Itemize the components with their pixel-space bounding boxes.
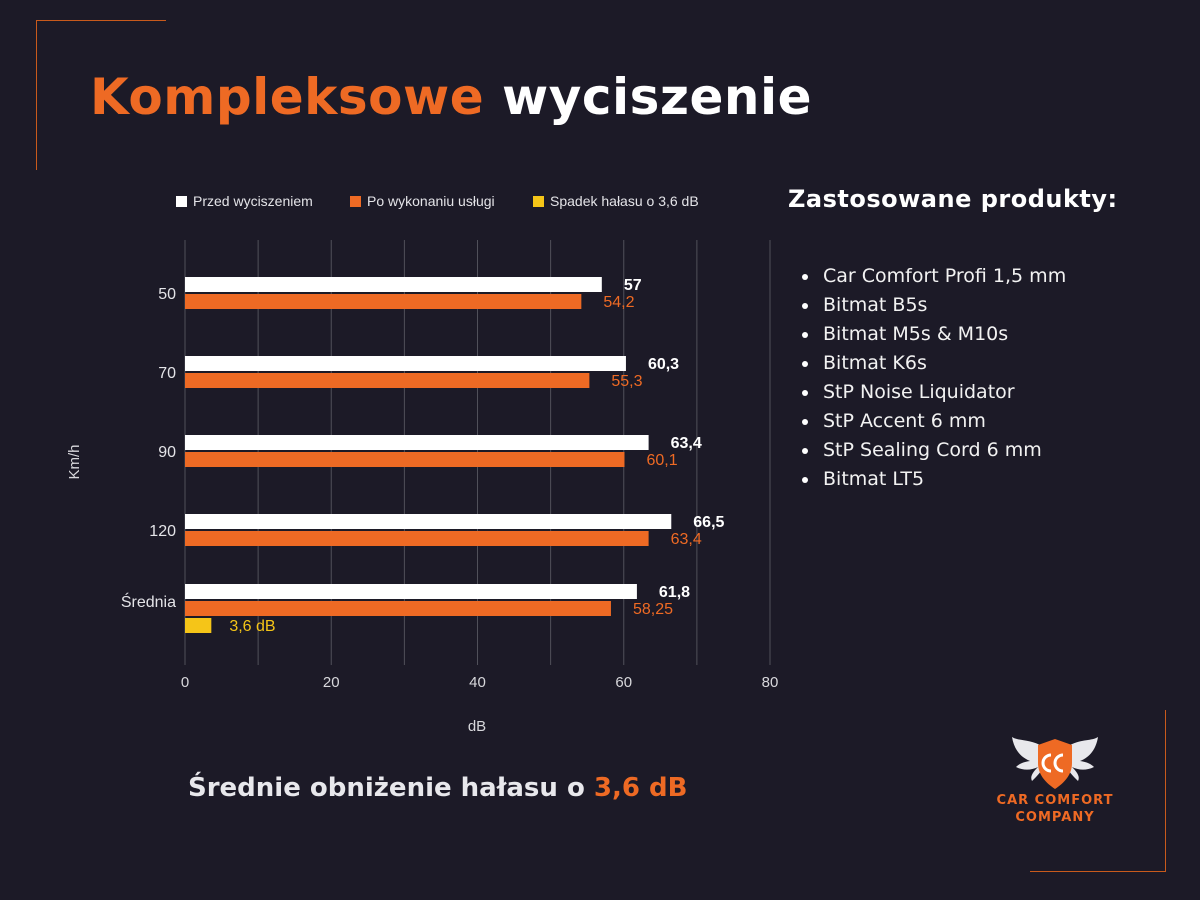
data-label: 55,3 [611,373,642,390]
data-label: 60,3 [648,356,679,373]
y-category-label: 120 [149,523,176,540]
x-tick-label: 0 [181,674,189,691]
noise-bar-chart: 0 20 40 60 80 dB Km/h Przed wyciszeniem Po wykon… [66,193,779,735]
y-axis-title: Km/h [66,444,83,479]
product-item: StP Sealing Cord 6 mm [800,436,1066,465]
legend-entry: Przed wyciszeniem [193,193,313,209]
x-axis-title: dB [468,718,486,735]
product-item: StP Accent 6 mm [800,407,1066,436]
frame-corner-top-left [36,20,166,21]
summary-text: Średnie obniżenie hałasu o 3,6 dB [188,773,687,803]
x-tick-label: 20 [323,674,340,691]
data-label: 54,2 [603,294,634,311]
y-category-label: 70 [158,365,176,382]
bar [185,373,590,388]
bar [185,356,626,371]
legend-entry: Spadek hałasu o 3,6 dB [550,193,699,209]
summary-highlight: 3,6 dB [593,773,688,803]
data-label: 61,8 [659,584,690,601]
company-logo: CAR COMFORT COMPANY [975,735,1135,835]
bar [185,531,649,546]
legend-swatch [350,196,361,207]
data-label: 66,5 [693,514,724,531]
data-label: 63,4 [671,531,702,548]
y-category-label: 90 [158,444,176,461]
bar [185,452,625,467]
bar [185,277,602,292]
data-label: 60,1 [646,452,677,469]
winged-cc-shield-icon [1012,737,1098,789]
bar [185,584,637,599]
logo-text-line1: CAR COMFORT [996,793,1114,808]
product-item: Car Comfort Profi 1,5 mm [800,262,1066,291]
legend-entry: Po wykonaniu usługi [367,193,495,209]
y-category-label: Średnia [121,592,176,611]
bar [185,294,582,309]
legend-swatch [176,196,187,207]
data-label: 57 [624,277,642,294]
y-category-label: 50 [158,286,176,303]
product-item: Bitmat B5s [800,291,1066,320]
data-label: 58,25 [633,601,673,618]
frame-corner-bottom-right-vertical [1165,710,1166,872]
frame-corner-bottom-right [1030,871,1166,872]
products-list: Car Comfort Profi 1,5 mm Bitmat B5s Bitmat… [800,262,1066,494]
product-item: StP Noise Liquidator [800,378,1066,407]
bar [185,435,649,450]
bar [185,601,611,616]
logo-text-line2: COMPANY [1015,810,1095,825]
x-tick-label: 80 [762,674,779,691]
frame-corner-top-left-vertical [36,20,37,170]
legend-swatch [533,196,544,207]
x-tick-label: 60 [615,674,632,691]
product-item: Bitmat K6s [800,349,1066,378]
bar [185,514,672,529]
data-label: 3,6 dB [229,618,275,635]
x-tick-label: 40 [469,674,486,691]
data-label: 63,4 [671,435,702,452]
title-part-white: wyciszenie [502,68,813,126]
product-item: Bitmat M5s & M10s [800,320,1066,349]
page-title: Kompleksowe wyciszenie [90,68,812,126]
summary-label: Średnie obniżenie hałasu o [188,773,594,803]
title-part-accent: Kompleksowe [90,68,485,126]
bar [185,618,212,633]
products-heading: Zastosowane produkty: [788,185,1118,213]
product-item: Bitmat LT5 [800,465,1066,494]
